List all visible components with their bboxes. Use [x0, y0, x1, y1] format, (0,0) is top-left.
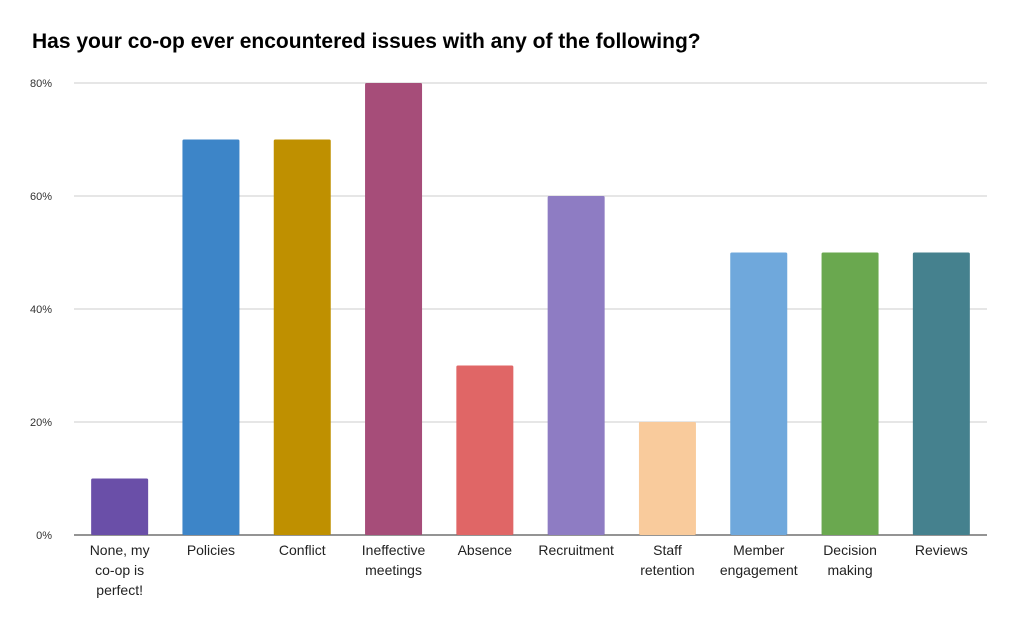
bar: [638, 422, 696, 535]
x-category-label-line: Policies: [187, 542, 235, 558]
x-category-label-line: Conflict: [279, 542, 326, 558]
x-category-label-line: meetings: [365, 562, 422, 578]
x-category-label-line: None, my: [90, 542, 150, 558]
x-category-label: Member engagement: [720, 542, 798, 578]
bar: [91, 478, 149, 535]
x-category-label-line: Staff: [653, 542, 682, 558]
x-axis-labels: None, my co-op is perfect! Policies Conflict…: [90, 542, 968, 598]
x-category-label: Reviews: [915, 542, 968, 558]
x-category-label-line: retention: [640, 562, 694, 578]
bars: [91, 83, 970, 535]
x-category-label: Conflict: [279, 542, 326, 558]
y-tick-label: 0%: [36, 530, 52, 542]
x-category-label-line: co-op is: [95, 562, 144, 578]
x-category-label: Staff retention: [640, 542, 694, 578]
x-category-label: Decision making: [823, 542, 877, 578]
x-category-label: Recruitment: [538, 542, 614, 558]
x-category-label-line: Reviews: [915, 542, 968, 558]
y-tick-label: 40%: [30, 304, 52, 316]
bar: [273, 139, 331, 535]
bar: [456, 365, 514, 535]
x-category-label-line: Decision: [823, 542, 877, 558]
bar: [547, 196, 605, 535]
x-category-label-line: Absence: [458, 542, 513, 558]
x-category-label-line: Member: [733, 542, 785, 558]
x-category-label-line: making: [827, 562, 872, 578]
x-category-label-line: Recruitment: [538, 542, 614, 558]
x-category-label-line: engagement: [720, 562, 798, 578]
y-tick-label: 20%: [30, 417, 52, 429]
x-category-label-line: Ineffective: [362, 542, 426, 558]
x-category-label: Absence: [458, 542, 513, 558]
bar: [730, 252, 788, 535]
bar: [182, 139, 240, 535]
bar: [821, 252, 879, 535]
x-category-label-line: perfect!: [96, 582, 143, 598]
bar: [365, 83, 423, 535]
x-category-label: Ineffective meetings: [362, 542, 426, 578]
x-category-label: None, my co-op is perfect!: [90, 542, 150, 598]
bar: [912, 252, 970, 535]
y-axis-ticks: 0% 20% 40% 60% 80%: [30, 78, 52, 542]
x-category-label: Policies: [187, 542, 235, 558]
chart-title: Has your co-op ever encountered issues w…: [32, 30, 701, 53]
y-tick-label: 60%: [30, 191, 52, 203]
y-tick-label: 80%: [30, 78, 52, 90]
